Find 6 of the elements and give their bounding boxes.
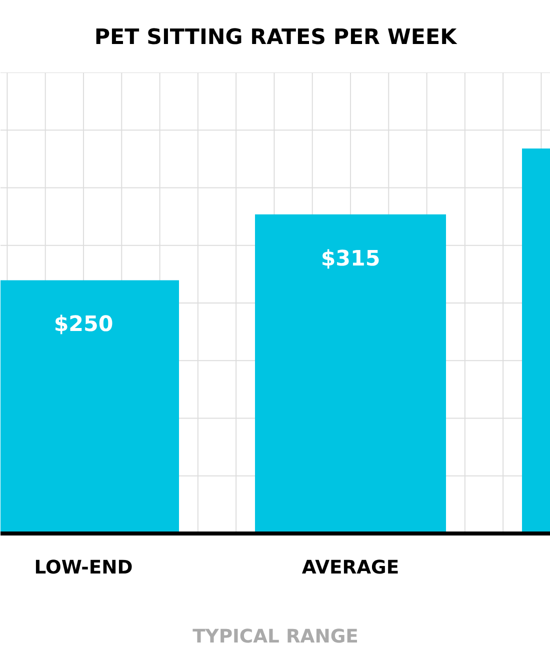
x-tick-label: AVERAGE xyxy=(302,558,400,578)
chart-title: PET SITTING RATES PER WEEK xyxy=(94,25,458,50)
data-label: $315 xyxy=(320,246,380,272)
data-label: $250 xyxy=(54,312,114,338)
x-tick-label: LOW-END xyxy=(34,558,133,578)
x-axis-title: TYPICAL RANGE xyxy=(192,626,358,648)
